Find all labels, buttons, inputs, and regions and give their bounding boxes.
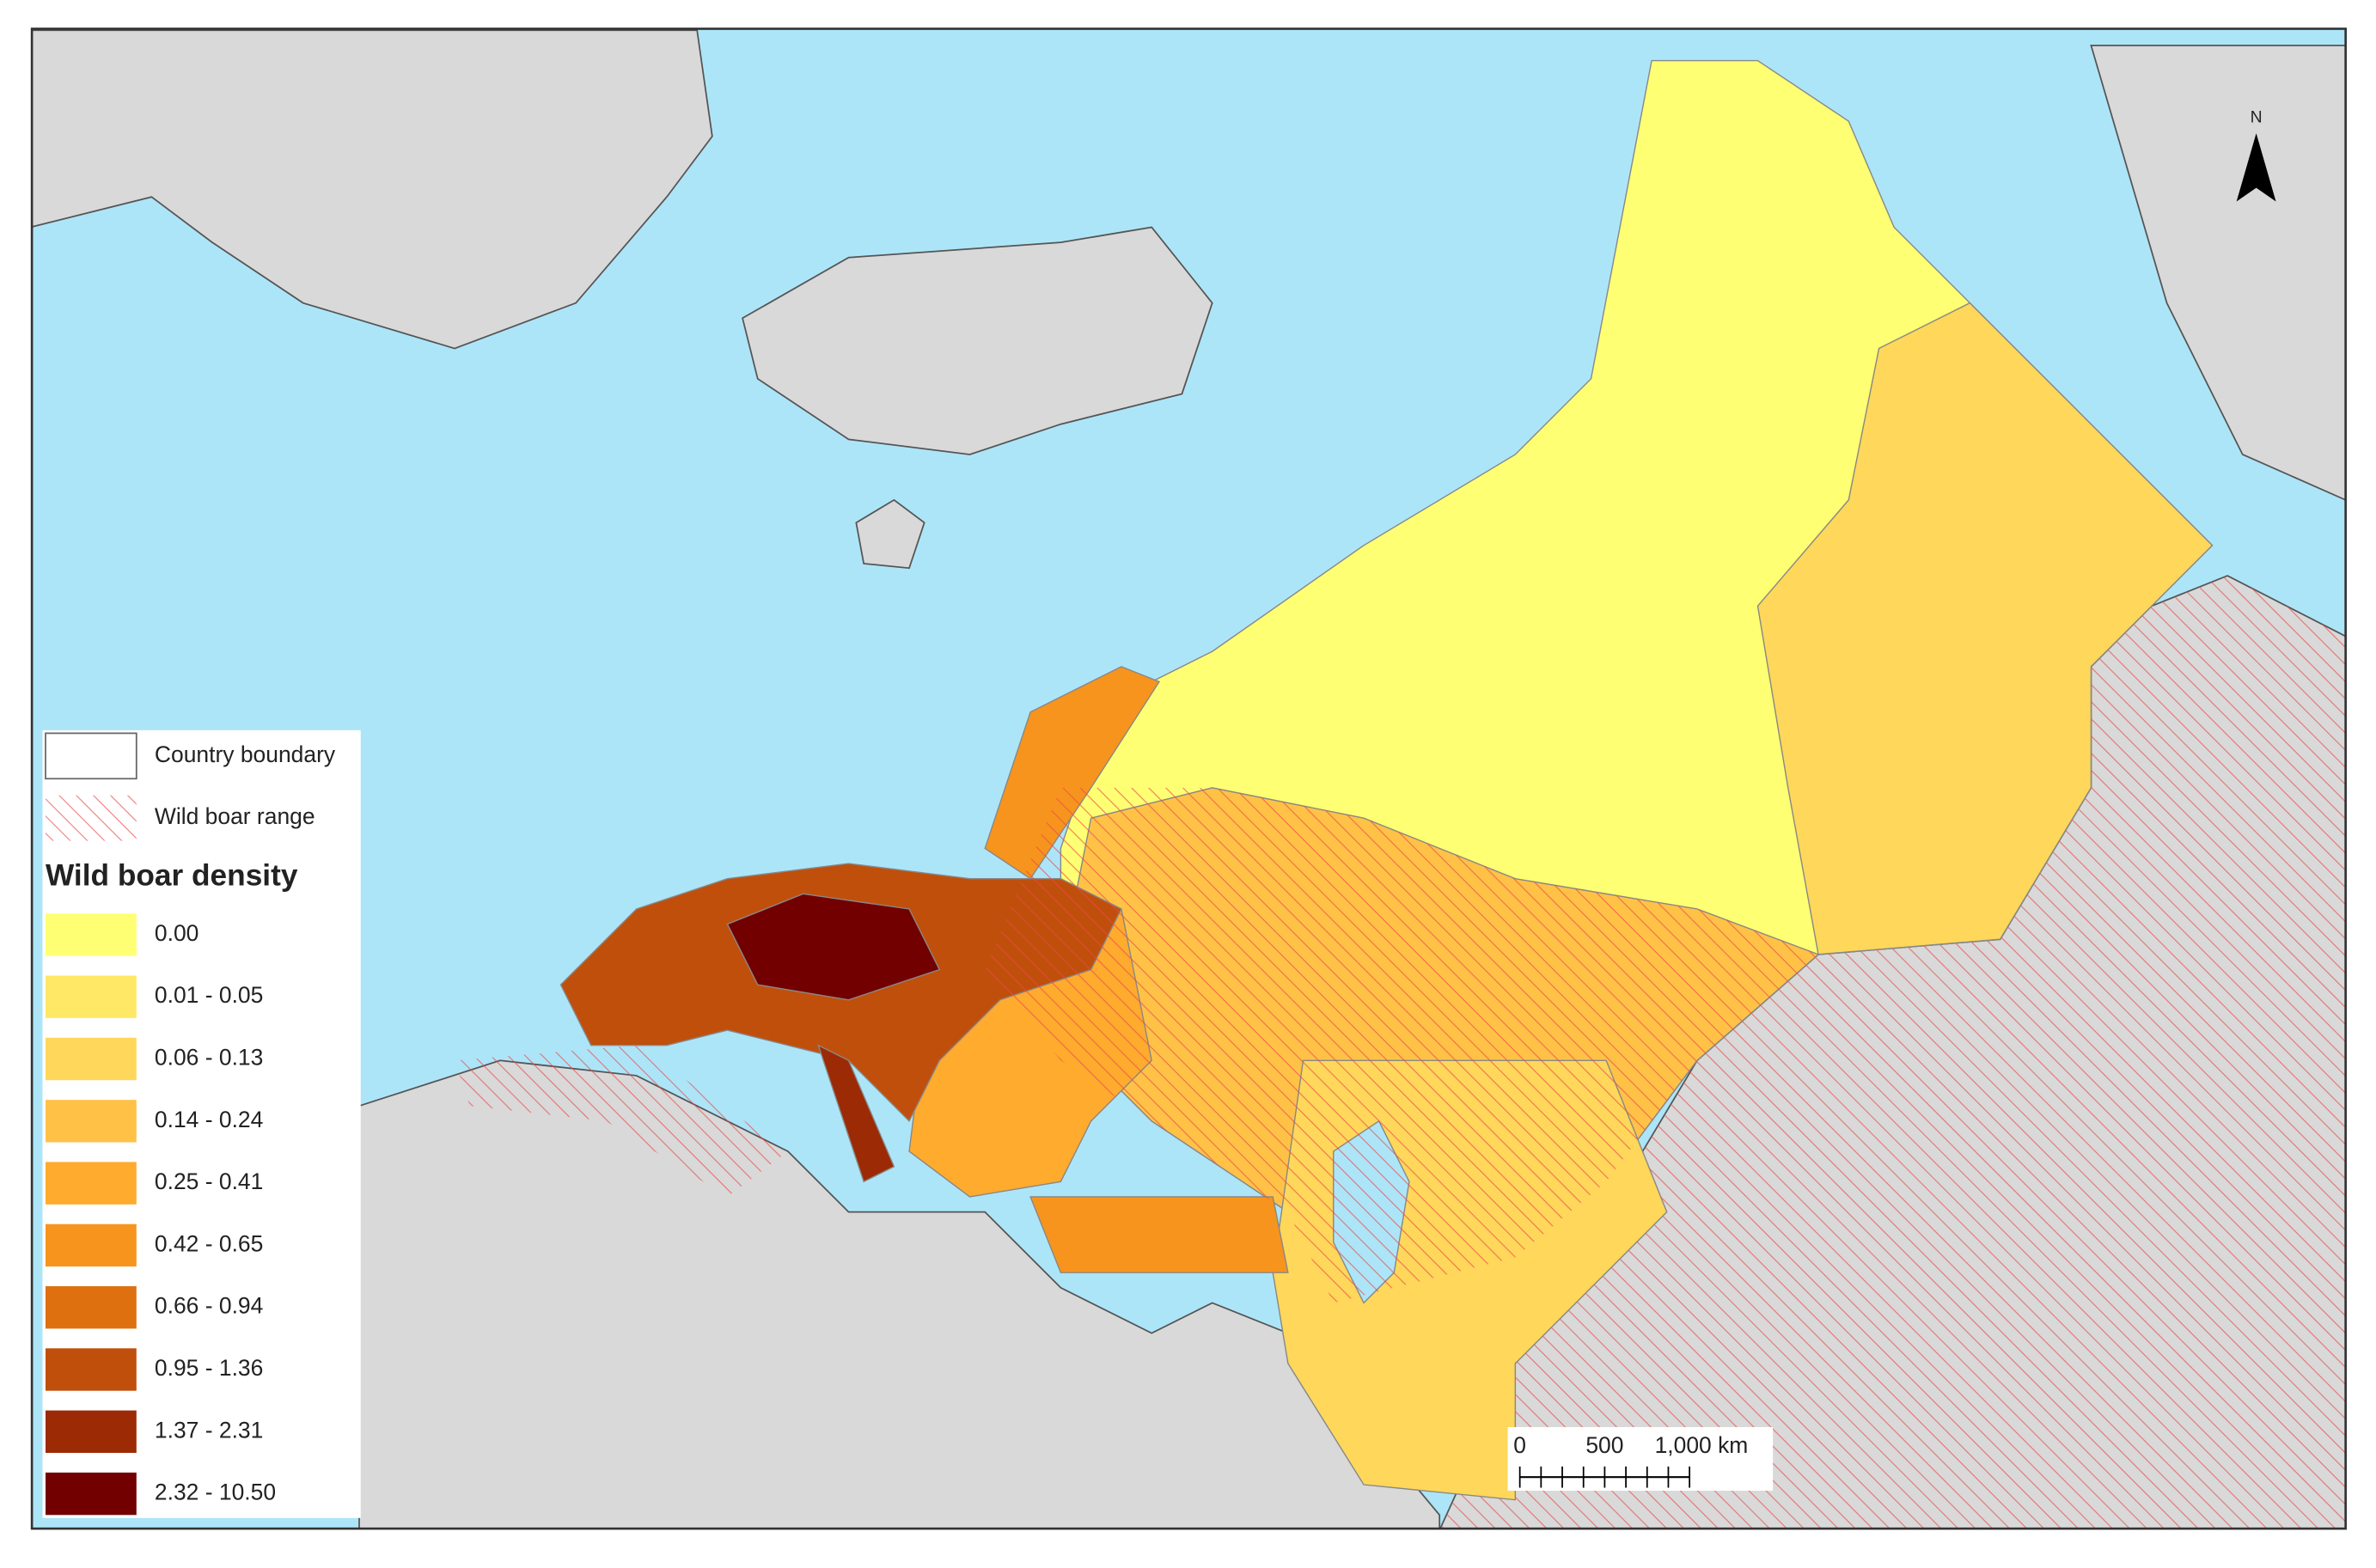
scale-label: 500 <box>1585 1432 1623 1458</box>
legend-class-label: 0.95 - 1.36 <box>155 1355 263 1381</box>
legend-boundary-label: Country boundary <box>155 741 336 767</box>
europe-center <box>726 893 941 1001</box>
legend-class-label: 0.06 - 0.13 <box>155 1045 263 1071</box>
greenland <box>742 226 1213 455</box>
alaska <box>2090 45 2346 501</box>
legend-title: Wild boar density <box>46 858 298 892</box>
arctic-islands <box>32 29 713 350</box>
legend-class-label: 2.32 - 10.50 <box>155 1480 276 1505</box>
scale-label: 0 <box>1513 1432 1526 1458</box>
legend-range-swatch <box>45 795 137 841</box>
map-area <box>32 28 2346 1529</box>
legend-boundary-swatch <box>45 732 137 780</box>
north-arrow-shape <box>2236 133 2276 202</box>
legend: Country boundary Wild boar range Wild bo… <box>42 729 361 1518</box>
legend-class-label: 1.37 - 2.31 <box>155 1417 263 1443</box>
range-hatch-asia <box>1440 576 2346 1529</box>
legend-class-label: 0.25 - 0.41 <box>155 1168 263 1194</box>
turkey <box>1029 1196 1289 1273</box>
north-label: N <box>2251 108 2263 127</box>
range-hatch-europe <box>985 787 1819 1303</box>
scale-bg <box>1507 1427 1774 1492</box>
legend-class-label: 0.14 - 0.24 <box>155 1107 263 1132</box>
legend-swatch <box>45 1286 137 1329</box>
iceland <box>855 498 925 570</box>
legend-swatch <box>45 1037 137 1081</box>
legend-swatch <box>45 1100 137 1143</box>
legend-class-label: 0.01 - 0.05 <box>155 982 263 1008</box>
legend-swatch <box>45 1472 137 1516</box>
italy <box>817 1044 895 1183</box>
range-hatch-africa <box>455 1045 788 1197</box>
north-arrow: N <box>2236 108 2276 202</box>
frame <box>30 27 2347 1530</box>
legend-swatch <box>45 1348 137 1391</box>
legend-swatch <box>45 1223 137 1267</box>
russia-east <box>1756 302 2214 955</box>
legend-swatch <box>45 913 137 956</box>
legend-swatch <box>45 1410 137 1453</box>
legend-class-label: 0.00 <box>155 920 199 946</box>
legend-swatch <box>45 1162 137 1205</box>
legend-class-label: 0.66 - 0.94 <box>155 1293 263 1319</box>
scale-label: 1,000 km <box>1655 1432 1749 1458</box>
scale-bar: 0 500 1,000 km <box>1507 1427 1774 1492</box>
legend-swatch <box>45 975 137 1018</box>
legend-class-label: 0.42 - 0.65 <box>155 1230 263 1256</box>
legend-range-label: Wild boar range <box>155 803 315 829</box>
